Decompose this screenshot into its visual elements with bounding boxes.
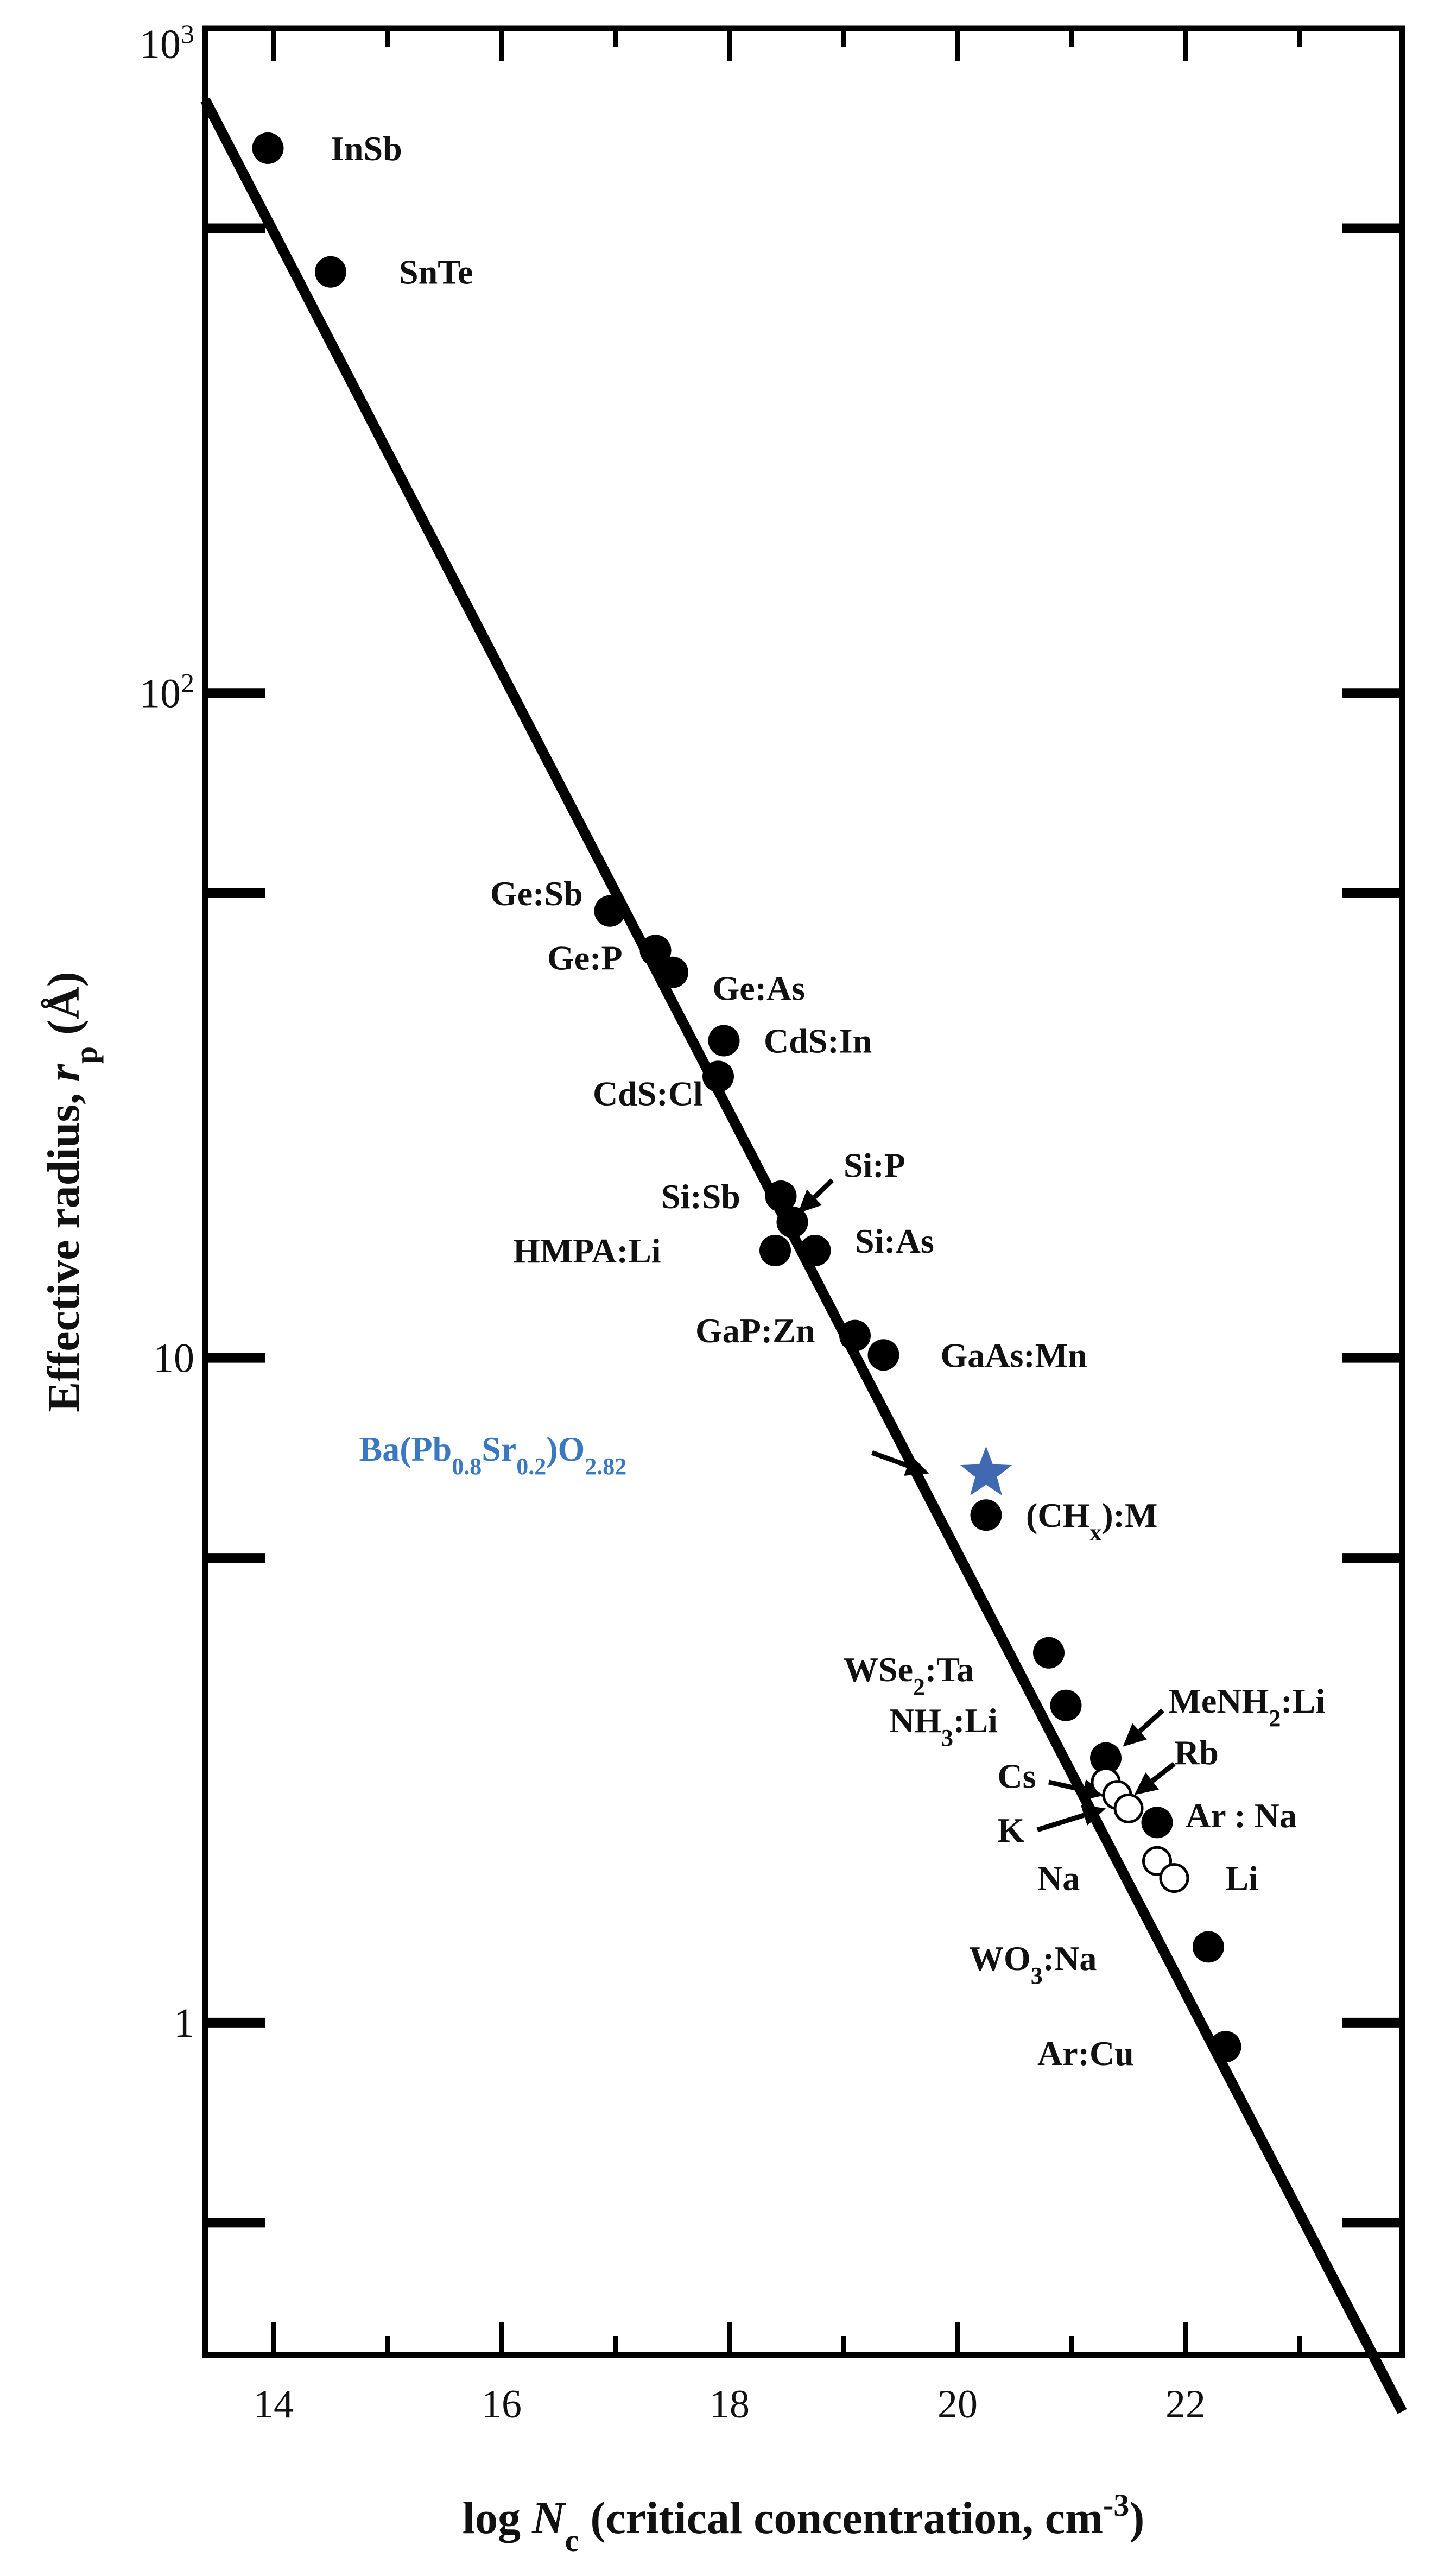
filled-point (639, 935, 672, 967)
annotation-arrowhead (1080, 1804, 1106, 1826)
filled-point (594, 895, 626, 927)
annotation-label: SnTe (399, 253, 473, 292)
filled-point (315, 256, 346, 288)
star-point (960, 1446, 1012, 1495)
annotation-arrowhead (1134, 1772, 1159, 1795)
annotation-label: Ge:P (547, 938, 623, 977)
filled-point (702, 1060, 734, 1093)
tick-label-layer: 14 16 18 20 22 1 10 102 103 (140, 18, 1206, 2427)
x-tick-label: 14 (254, 2382, 294, 2427)
annotation-label: Na (1037, 1859, 1080, 1898)
annotation-label: WO3:Na (969, 1939, 1097, 1989)
annotation-label: Ge:As (713, 969, 806, 1007)
annotation-label: HMPA:Li (513, 1232, 661, 1270)
annotation-label: (CHx):M (1026, 1496, 1157, 1546)
annotation-label: CdS:In (764, 1021, 872, 1060)
annotation-arrow (871, 1450, 909, 1468)
annotation-label: Cs (998, 1757, 1036, 1796)
filled-point (765, 1180, 797, 1213)
annotation-arrowhead (798, 1189, 822, 1214)
filled-point (1090, 1742, 1122, 1774)
annotation-arrows (798, 1178, 1176, 1833)
y-tick-label: 102 (140, 667, 194, 716)
plot-frame (202, 25, 1405, 2358)
filled-point (1050, 1689, 1082, 1721)
annotation-arrow (1036, 1813, 1085, 1833)
annotation-label: MeNH2:Li (1169, 1682, 1326, 1732)
annotation-label: Ar:Cu (1037, 2034, 1134, 2073)
filled-point (1193, 1931, 1224, 1963)
y-tick-label: 10 (153, 1336, 194, 1381)
x-tick-label: 16 (482, 2382, 522, 2427)
y-axis-label: Effective radius, rp (Å) (39, 971, 104, 1412)
annotation-labels: InSb SnTe Ge:Sb Ge:P Ge:As CdS:In CdS:Cl Si:Sb S… (331, 129, 1325, 2073)
filled-point (657, 956, 688, 988)
y-tick-label: 103 (140, 18, 194, 67)
annotation-arrow (1048, 1779, 1085, 1792)
filled-point (708, 1025, 740, 1057)
annotation-label: WSe2:Ta (844, 1650, 974, 1700)
annotation-arrowhead (904, 1455, 929, 1476)
annotation-label: Ba(Pb0.8Sr0.2)O2.82 (359, 1430, 627, 1480)
annotation-label: Rb (1174, 1733, 1219, 1772)
annotation-arrow (813, 1178, 834, 1199)
filled-point (839, 1319, 871, 1352)
annotation-arrowhead (1123, 1723, 1147, 1747)
filled-point (799, 1235, 831, 1267)
data-points (252, 132, 1241, 2063)
annotation-label: Ar : Na (1186, 1796, 1297, 1835)
tick-layer (205, 28, 1402, 2355)
x-tick-label: 18 (710, 2382, 750, 2427)
annotation-label: Ge:Sb (490, 874, 583, 913)
filled-point (1141, 1807, 1173, 1839)
filled-point (970, 1499, 1002, 1531)
filled-point (759, 1235, 791, 1267)
annotation-label: GaAs:Mn (941, 1336, 1087, 1374)
annotation-label: NH3:Li (889, 1701, 998, 1751)
annotation-label: Li (1226, 1859, 1258, 1898)
annotation-arrow (1138, 1708, 1165, 1733)
annotation-label: Si:As (855, 1222, 934, 1260)
x-tick-label: 20 (937, 2382, 978, 2427)
x-tick-label: 22 (1165, 2382, 1206, 2427)
annotation-label: CdS:Cl (593, 1074, 703, 1113)
annotation-label: Si:Sb (661, 1177, 740, 1216)
x-axis-label: log Nc (critical concentration, cm-3) (463, 2487, 1145, 2558)
open-point (1113, 1793, 1144, 1823)
annotation-label: InSb (331, 129, 402, 168)
filled-point (1209, 2031, 1241, 2063)
annotation-label: Si:P (844, 1146, 905, 1184)
y-tick-label: 1 (174, 2000, 194, 2046)
filled-point (867, 1339, 899, 1371)
annotation-label: GaP:Zn (695, 1311, 815, 1350)
filled-point (1033, 1637, 1065, 1669)
filled-point (252, 132, 284, 164)
annotation-label: K (998, 1811, 1025, 1849)
filled-point (776, 1206, 808, 1238)
annotation-arrow (1150, 1761, 1176, 1783)
open-point (1159, 1863, 1189, 1893)
